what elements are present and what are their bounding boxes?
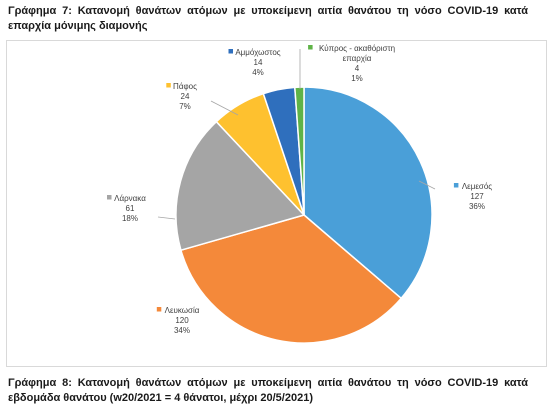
data-label-value: 61 — [126, 204, 135, 213]
pie-slice-6 — [294, 86, 305, 216]
pie-slice-2 — [179, 214, 403, 344]
data-label-value: 14 — [254, 58, 263, 67]
legend-marker — [107, 195, 112, 200]
data-label-value: 127 — [470, 192, 484, 201]
data-label-name: Λεμεσός — [462, 182, 492, 191]
data-label-name: Κύπρος - ακαθόριστη — [319, 44, 395, 53]
data-label-percent: 4% — [252, 68, 264, 77]
data-label-name: Λευκωσία — [165, 306, 200, 315]
pie-slice-3 — [175, 120, 306, 252]
legend-marker — [228, 49, 233, 54]
pie-chart-frame: Λεμεσός 127 36% Λευκωσία 120 34% Λάρνακα 61 18% Π… — [6, 40, 547, 367]
pie-slices — [175, 86, 433, 344]
figure-7-caption: Γράφημα 7: Κατανομή θανάτων ατόμων με υπ… — [8, 5, 528, 32]
legend-marker — [308, 45, 313, 50]
data-label-value: 24 — [181, 92, 190, 101]
data-label-value: 120 — [175, 316, 189, 325]
legend-marker — [156, 307, 162, 312]
data-label-percent: 34% — [174, 326, 190, 335]
data-label-name: Λάρνακα — [114, 194, 146, 203]
leader-line-3 — [157, 216, 176, 220]
legend-marker — [166, 83, 171, 88]
pie-slice-1 — [303, 86, 433, 300]
data-label-name: Αμμόχωστος — [235, 48, 280, 57]
leader-line-1 — [418, 180, 436, 190]
data-label-percent: 7% — [179, 102, 191, 111]
leader-line-4 — [210, 100, 239, 116]
data-label-value: 4 — [355, 64, 360, 73]
data-label-percent: 1% — [351, 74, 363, 83]
data-label-name: επαρχία — [343, 54, 372, 63]
data-label-name: Πάφος — [173, 82, 197, 91]
data-label-percent: 36% — [469, 202, 485, 211]
data-label-percent: 18% — [122, 214, 138, 223]
legend-marker — [453, 183, 459, 188]
figure-8-caption: Γράφημα 8: Κατανομή θανάτων ατόμων με υπ… — [8, 377, 528, 404]
